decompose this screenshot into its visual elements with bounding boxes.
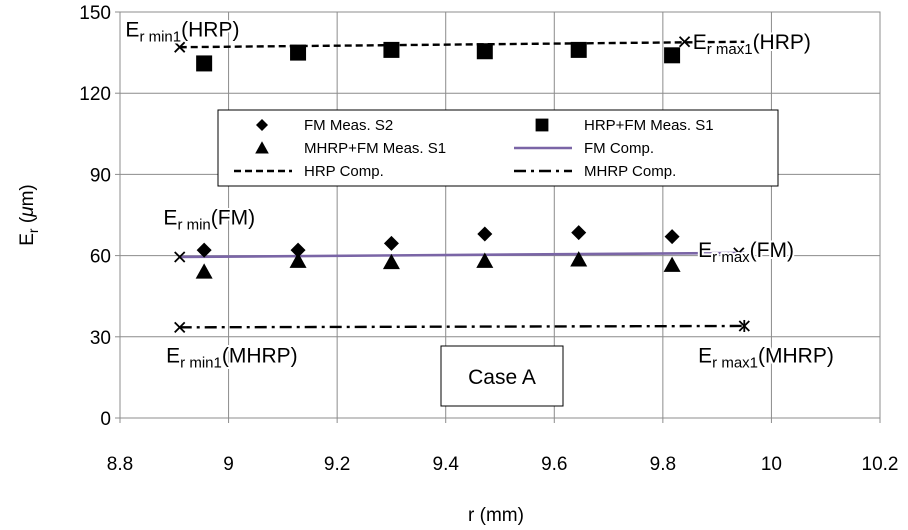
- annotation-label: Er max1(MHRP): [698, 345, 834, 372]
- endpoint-marker: [174, 41, 186, 53]
- endpoint-stroke: [678, 36, 691, 48]
- legend-label: FM Meas. S2: [304, 117, 393, 134]
- y-tick-label: 60: [90, 247, 111, 268]
- annotation-label: Er min(FM): [163, 207, 255, 234]
- data-point: [290, 44, 307, 61]
- legend: FM Meas. S2 HRP+FM Meas. S1 MHRP+FM Meas. …: [217, 109, 779, 187]
- computed-lines: [179, 40, 745, 329]
- x-axis-title: r (mm): [468, 505, 524, 526]
- legend-label: HRP Comp.: [304, 163, 384, 180]
- x-tick-label: 8.8: [107, 454, 133, 475]
- legend-label: HRP+FM Meas. S1: [584, 117, 714, 134]
- data-point: [663, 256, 681, 272]
- y-tick-label: 150: [79, 3, 111, 24]
- endpoint-marker: [174, 251, 186, 263]
- x-tick-label: 9: [223, 454, 234, 475]
- y-tick-label: 90: [90, 165, 111, 186]
- annotations: Er min1(HRP) Er max1(HRP) Er min(FM) Er max…: [123, 17, 835, 374]
- legend-label: FM Comp.: [584, 140, 654, 157]
- data-point: [664, 47, 681, 64]
- data-point: [570, 41, 587, 58]
- x-tick-label: 10.2: [862, 454, 899, 475]
- y-axis-title: Er (μm): [17, 184, 41, 246]
- endpoint-markers: [174, 36, 750, 333]
- endpoint-stroke: [174, 41, 186, 53]
- legend-marker: [535, 118, 549, 132]
- data-point: [383, 235, 399, 251]
- data-point: [477, 226, 493, 242]
- x-tick-label: 9.4: [433, 454, 460, 475]
- x-tick-label: 10: [761, 454, 782, 475]
- y-tick-labels: 0 30 60 90 120 150: [79, 3, 111, 430]
- data-point: [196, 55, 213, 72]
- y-tick-label: 30: [90, 328, 111, 349]
- data-point: [664, 229, 680, 245]
- data-point: [289, 252, 307, 268]
- endpoint-marker: [738, 319, 750, 332]
- legend-marker: [255, 141, 269, 154]
- series-line: [179, 40, 745, 49]
- endpoint-marker: [678, 36, 691, 48]
- data-point: [196, 242, 212, 258]
- data-point: [571, 225, 587, 241]
- data-point: [476, 43, 493, 60]
- measured-markers: [195, 41, 681, 279]
- legend-label: MHRP Comp.: [584, 163, 676, 180]
- endpoint-stroke: [174, 251, 186, 263]
- data-point: [290, 242, 306, 258]
- endpoint-marker: [733, 247, 745, 259]
- x-tick-labels: 8.8 9 9.2 9.4 9.6 9.8 10 10.2: [107, 454, 899, 475]
- x-tick-label: 9.6: [541, 454, 567, 475]
- axes: [115, 11, 881, 423]
- endpoint-marker: [174, 321, 186, 333]
- y-tick-label: 0: [100, 409, 111, 430]
- case-box-frame: [440, 345, 564, 407]
- x-tick-label: 9.2: [324, 454, 350, 475]
- legend-box: [217, 109, 779, 187]
- legend-label: MHRP+FM Meas. S1: [304, 140, 446, 157]
- series-line: [179, 324, 745, 329]
- data-point: [570, 251, 588, 267]
- endpoint-stroke: [174, 321, 186, 333]
- plot-area-border: [119, 11, 881, 419]
- data-point: [476, 252, 494, 268]
- y-tick-label: 120: [79, 84, 111, 105]
- case-label-box: Case A: [440, 345, 564, 407]
- data-point: [383, 41, 400, 58]
- endpoint-stroke: [733, 247, 745, 259]
- annotation-label: Er min1(HRP): [125, 19, 239, 46]
- x-tick-label: 9.8: [650, 454, 676, 475]
- series-line: [179, 251, 745, 259]
- case-label: Case A: [468, 366, 536, 389]
- data-point: [195, 263, 213, 279]
- axis-titles: r (mm) Er (μm): [17, 184, 524, 526]
- annotation-label: Er max1(HRP): [693, 31, 811, 58]
- legend-marker: [256, 119, 268, 131]
- annotation-label: Er max(FM): [698, 239, 794, 266]
- data-point: [382, 253, 400, 270]
- annotation-label: Er min1(MHRP): [166, 345, 298, 372]
